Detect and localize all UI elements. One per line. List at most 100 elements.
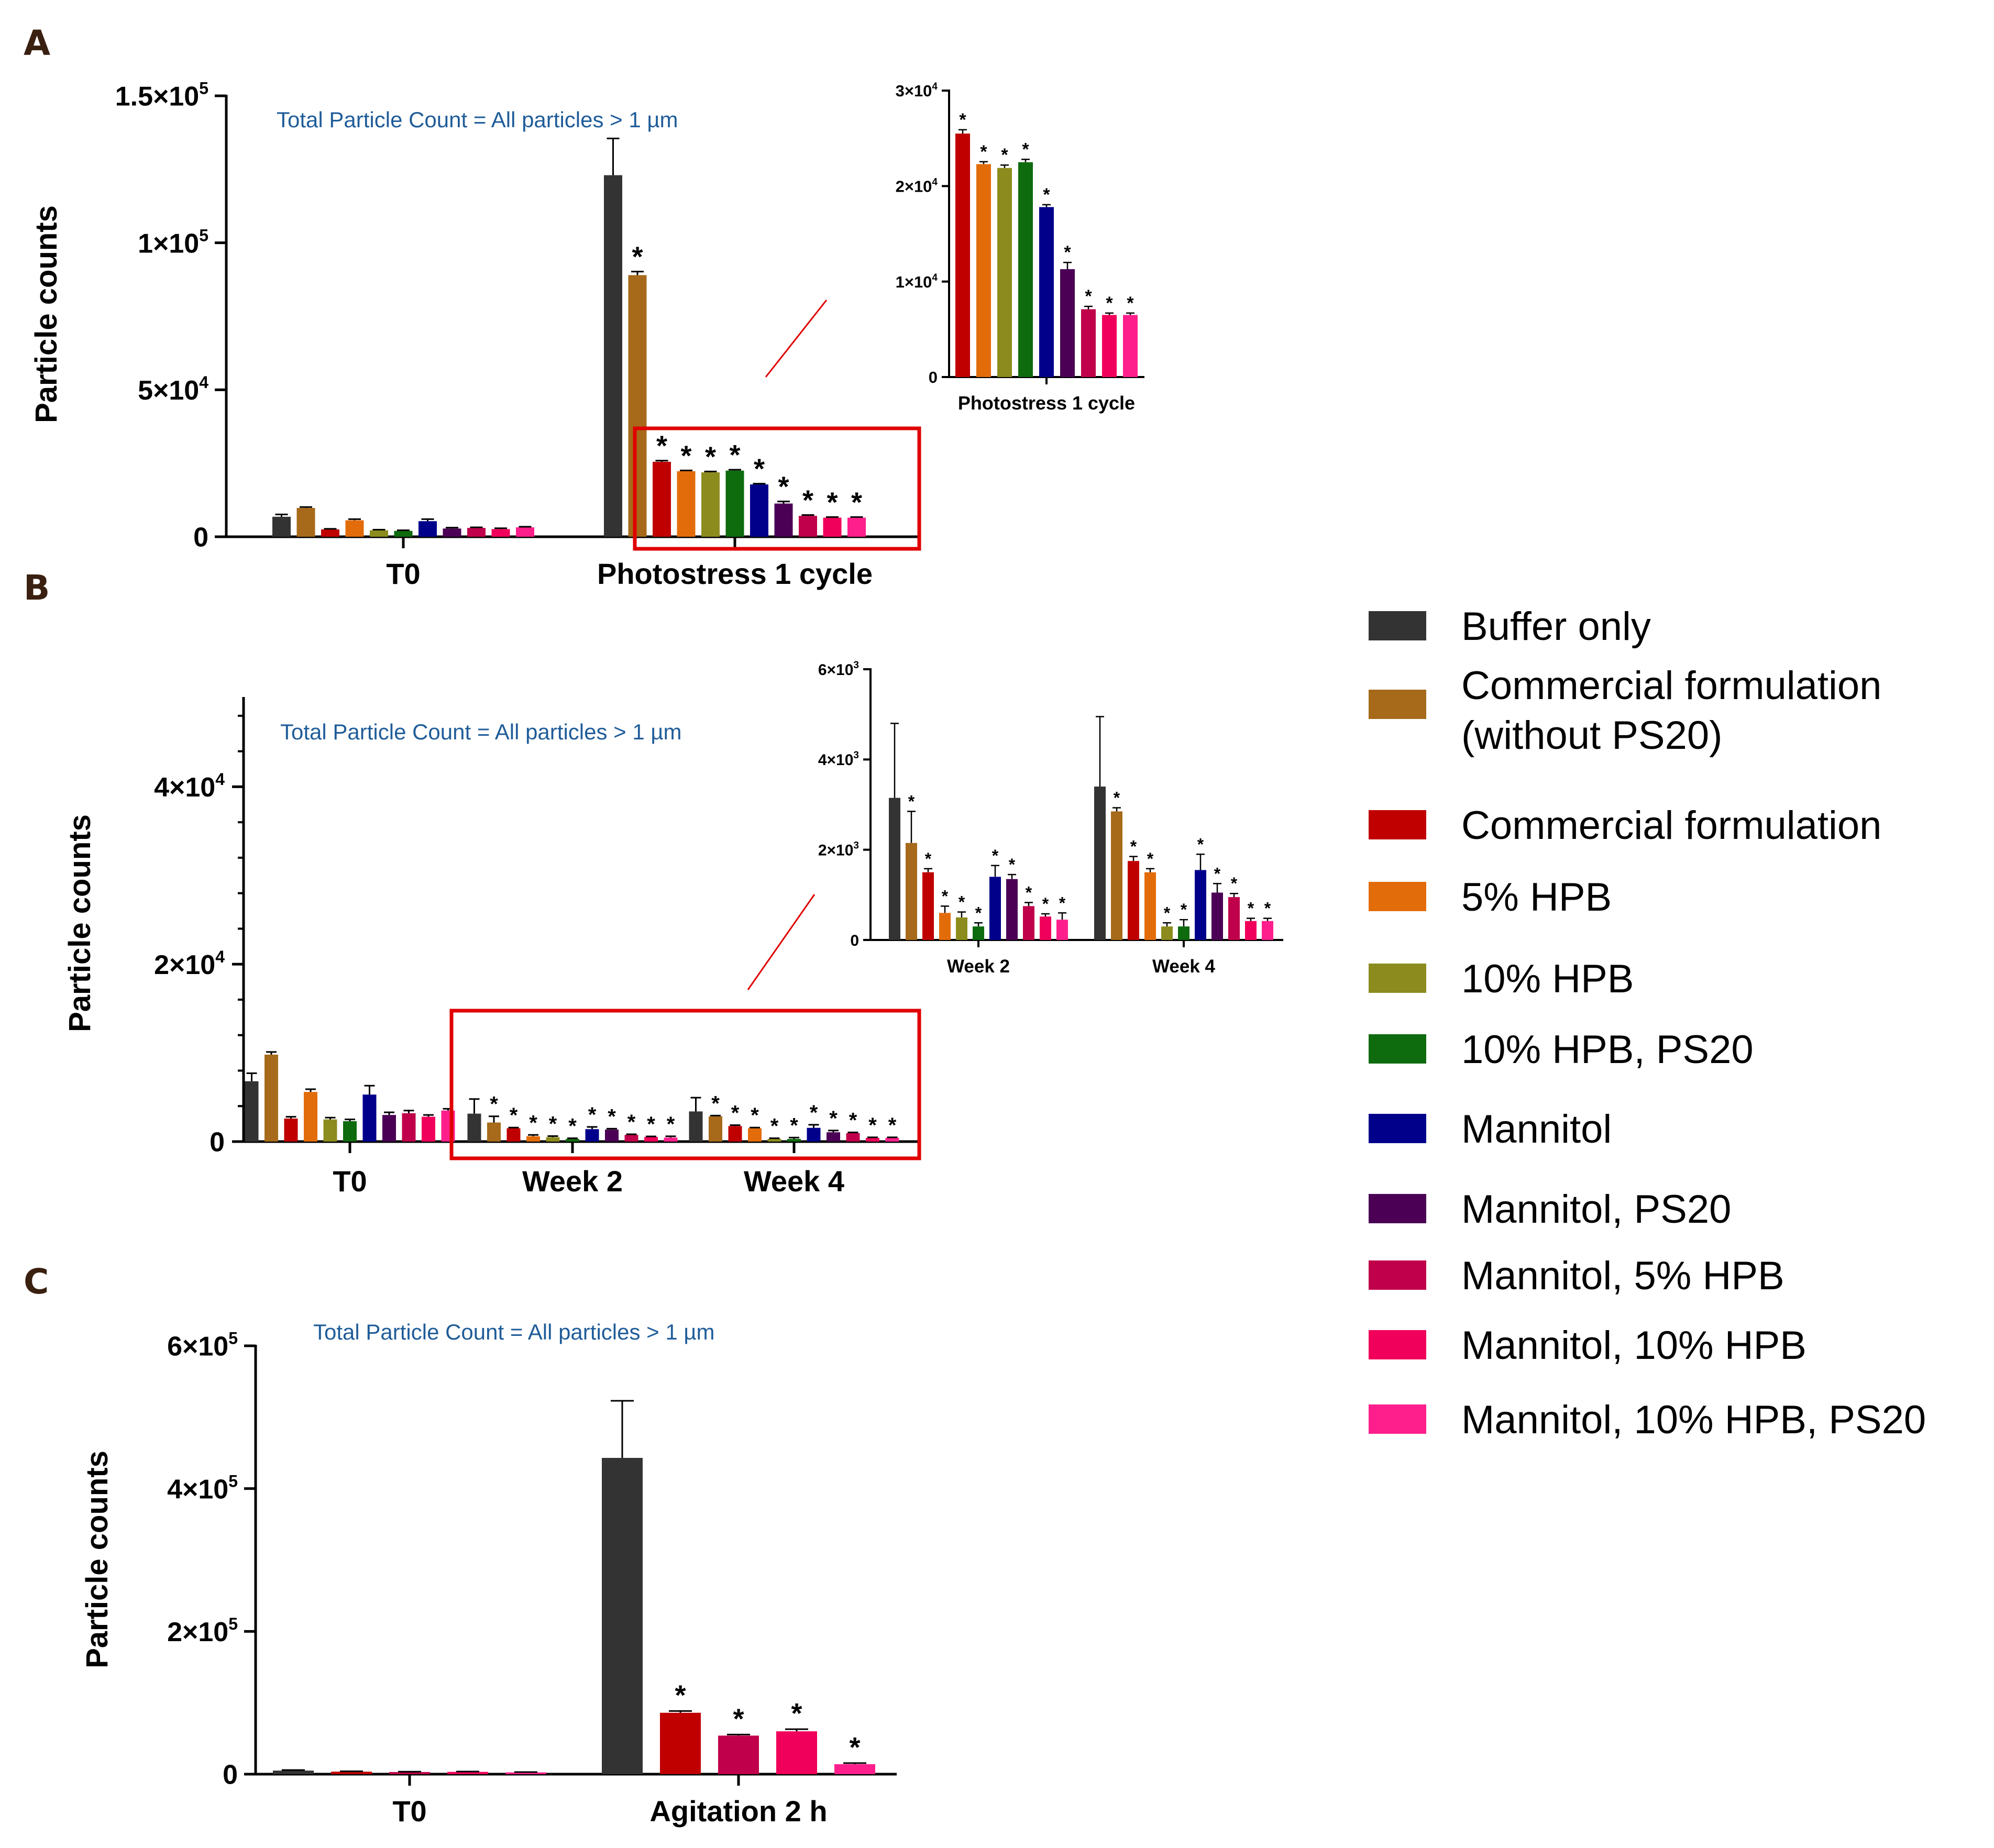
significance-star: * bbox=[942, 887, 949, 905]
significance-star: * bbox=[959, 110, 966, 130]
bar bbox=[331, 1772, 372, 1774]
legend-label: Buffer only bbox=[1461, 604, 1651, 649]
significance-star: * bbox=[1042, 894, 1049, 913]
significance-star: * bbox=[608, 1105, 616, 1128]
y-tick-label-exponent: 3 bbox=[853, 750, 859, 761]
bar bbox=[1178, 926, 1189, 940]
bar bbox=[273, 1770, 314, 1774]
bar bbox=[1102, 315, 1117, 377]
y-tick-label-mantissa: 6×10 bbox=[818, 661, 854, 679]
bar bbox=[748, 1128, 762, 1142]
legend-label: Mannitol, 10% HPB bbox=[1461, 1323, 1806, 1368]
significance-star: * bbox=[1181, 900, 1187, 919]
bar bbox=[973, 926, 984, 940]
bar bbox=[284, 1118, 298, 1142]
bar bbox=[1060, 269, 1075, 377]
legend-label: Commercial formulation bbox=[1461, 663, 1881, 708]
bar bbox=[605, 1130, 619, 1142]
bar bbox=[585, 1129, 599, 1142]
significance-star: * bbox=[1214, 864, 1221, 883]
y-tick-label-exponent: 5 bbox=[199, 79, 208, 98]
y-tick-label-exponent: 4 bbox=[932, 176, 938, 187]
y-tick-label-mantissa: 0 bbox=[210, 1127, 225, 1158]
bar bbox=[750, 484, 768, 537]
significance-star: * bbox=[810, 1101, 818, 1124]
significance-star: * bbox=[647, 1113, 655, 1136]
y-tick-label-exponent: 4 bbox=[932, 272, 938, 283]
bar bbox=[443, 528, 461, 537]
bar bbox=[677, 471, 696, 537]
significance-star: * bbox=[656, 430, 667, 462]
legend-swatch bbox=[1369, 882, 1426, 911]
significance-star: * bbox=[980, 142, 987, 162]
bar bbox=[922, 872, 934, 940]
legend-swatch bbox=[1369, 1330, 1426, 1359]
y-tick-label-mantissa: 4×10 bbox=[167, 1474, 228, 1504]
significance-star: * bbox=[851, 486, 862, 518]
y-tick-label-exponent: 3 bbox=[853, 660, 859, 671]
bar bbox=[245, 1081, 259, 1142]
y-tick-label-exponent: 4 bbox=[199, 373, 208, 392]
bar bbox=[1039, 207, 1054, 377]
bar bbox=[718, 1735, 759, 1774]
significance-star: * bbox=[868, 1114, 877, 1137]
x-tick-label: Photostress 1 cycle bbox=[597, 557, 873, 590]
y-tick-label: 6×105 bbox=[167, 1329, 238, 1362]
bar bbox=[866, 1137, 879, 1142]
significance-star: * bbox=[733, 1703, 744, 1734]
bar bbox=[976, 164, 991, 377]
y-tick-label: 4×105 bbox=[167, 1471, 238, 1504]
y-tick-label: 6×103 bbox=[818, 660, 859, 679]
bar bbox=[807, 1127, 821, 1142]
significance-star: * bbox=[1114, 789, 1120, 807]
y-tick-label: 3×104 bbox=[896, 81, 938, 100]
significance-star: * bbox=[1043, 185, 1050, 205]
significance-star: * bbox=[1026, 883, 1032, 902]
significance-star: * bbox=[959, 893, 965, 912]
x-tick-label: T0 bbox=[333, 1165, 367, 1198]
y-tick-label-exponent: 5 bbox=[228, 1614, 238, 1633]
bar bbox=[1245, 921, 1257, 940]
bar bbox=[725, 470, 744, 537]
bar bbox=[939, 913, 951, 940]
bar bbox=[1094, 787, 1106, 940]
bar bbox=[265, 1054, 278, 1142]
significance-star: * bbox=[1197, 835, 1204, 854]
bar bbox=[709, 1116, 722, 1142]
significance-star: * bbox=[711, 1092, 720, 1115]
y-tick-label-mantissa: 4×10 bbox=[818, 751, 854, 769]
significance-star: * bbox=[1164, 903, 1171, 922]
bar bbox=[834, 1764, 875, 1774]
significance-star: * bbox=[778, 471, 789, 503]
bar bbox=[321, 529, 339, 537]
bar bbox=[362, 1094, 377, 1142]
x-tick-label: T0 bbox=[386, 557, 420, 590]
y-tick-label-exponent: 4 bbox=[215, 947, 225, 966]
legend-label: 5% HPB bbox=[1461, 875, 1612, 920]
significance-star: * bbox=[829, 1107, 838, 1130]
bar bbox=[1128, 861, 1139, 940]
bar bbox=[1111, 811, 1122, 940]
significance-star: * bbox=[529, 1111, 537, 1134]
legend-label-line2: (without PS20) bbox=[1461, 713, 1722, 758]
bar bbox=[1018, 162, 1033, 377]
bar bbox=[728, 1126, 742, 1142]
significance-star: * bbox=[627, 1111, 636, 1134]
y-tick-label-mantissa: 6×10 bbox=[167, 1332, 228, 1362]
bar bbox=[516, 527, 534, 537]
y-tick-label: 0 bbox=[193, 523, 208, 553]
bar bbox=[774, 503, 793, 537]
y-tick-label: 2×104 bbox=[154, 947, 225, 980]
significance-star: * bbox=[510, 1104, 518, 1127]
legend-swatch bbox=[1369, 1034, 1426, 1064]
bar bbox=[343, 1121, 357, 1142]
bar bbox=[1161, 926, 1173, 940]
y-axis-title: Particle counts bbox=[63, 814, 97, 1032]
y-tick-label-mantissa: 0 bbox=[850, 932, 859, 949]
bar bbox=[604, 175, 622, 537]
legend-label: Commercial formulation bbox=[1461, 803, 1881, 848]
y-tick-label-mantissa: 1×10 bbox=[896, 273, 932, 291]
legend-swatch bbox=[1369, 690, 1426, 719]
